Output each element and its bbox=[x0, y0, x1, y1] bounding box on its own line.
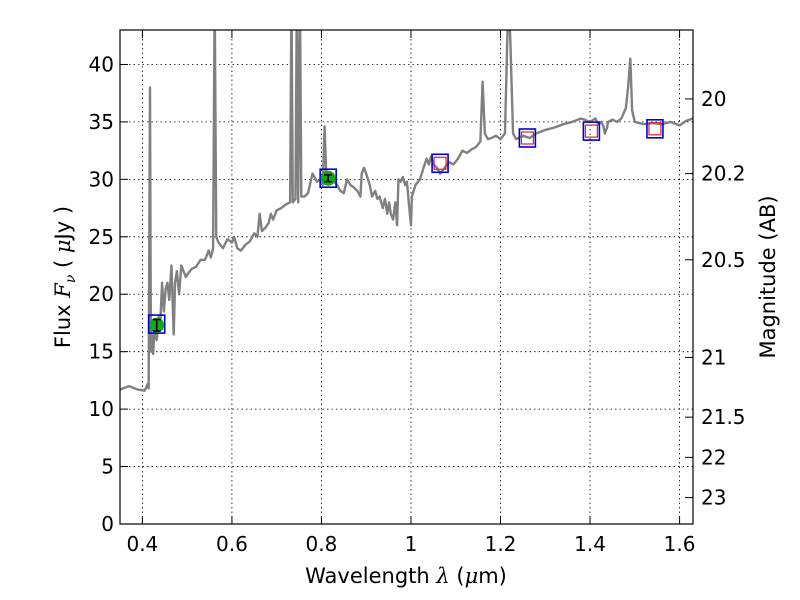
model-square-inner bbox=[520, 131, 534, 145]
y-tick-label: 0 bbox=[101, 512, 114, 536]
y-tick-label: 10 bbox=[89, 397, 114, 421]
model-square-outer bbox=[147, 314, 166, 334]
model-square-outer bbox=[646, 119, 664, 139]
x-tick-label: 1.4 bbox=[574, 532, 606, 556]
y-tick-label: 40 bbox=[89, 52, 114, 76]
model-square-outer bbox=[431, 153, 449, 174]
y-tick-label: 5 bbox=[101, 455, 114, 479]
plot-frame bbox=[119, 29, 694, 525]
y2-tick-label: 22 bbox=[701, 445, 726, 469]
x-tick-label: 0.4 bbox=[126, 532, 158, 556]
y-tick-label: 30 bbox=[89, 167, 114, 191]
y-tick-label: 25 bbox=[89, 225, 114, 249]
x-tick-label: 0.6 bbox=[216, 532, 248, 556]
y2-tick-label: 20.2 bbox=[701, 162, 746, 186]
y-tick-label: 15 bbox=[89, 340, 114, 364]
model-square-inner bbox=[433, 156, 447, 170]
y2-axis-label: Magnitude (AB) bbox=[756, 195, 780, 358]
y2-tick-label: 21 bbox=[701, 345, 726, 369]
x-tick-label: 0.8 bbox=[306, 532, 338, 556]
model-square-inner bbox=[584, 124, 598, 138]
x-tick-label: 1 bbox=[405, 532, 418, 556]
model-square-inner bbox=[648, 122, 662, 136]
y2-tick-label: 20.5 bbox=[701, 248, 746, 272]
model-square-outer bbox=[518, 128, 537, 148]
y2-tick-label: 20 bbox=[701, 87, 726, 111]
grid-lines bbox=[120, 30, 693, 525]
model-square-outer bbox=[582, 121, 601, 141]
model-square-outer bbox=[319, 168, 337, 188]
x-tick-label: 1.2 bbox=[485, 532, 517, 556]
spectrum-line bbox=[120, 30, 693, 392]
x-tick-label: 1.6 bbox=[664, 532, 696, 556]
y2-tick-label: 21.5 bbox=[701, 405, 746, 429]
y-tick-label: 35 bbox=[89, 110, 114, 134]
photometry-markers bbox=[147, 119, 664, 334]
axis-ticks: 0.4 0.6 0.8 1 1.2 1.4 1.6 0 5 10 15 20 25 30 35 40 20 20.… bbox=[89, 30, 746, 556]
y2-tick-label: 23 bbox=[701, 486, 726, 510]
y-tick-label: 20 bbox=[89, 282, 114, 306]
x-axis-label: Wavelength λ (μm) bbox=[305, 564, 507, 588]
y-axis-label: Flux Fν ( μJy ) bbox=[51, 206, 79, 348]
plot-area bbox=[120, 30, 693, 392]
